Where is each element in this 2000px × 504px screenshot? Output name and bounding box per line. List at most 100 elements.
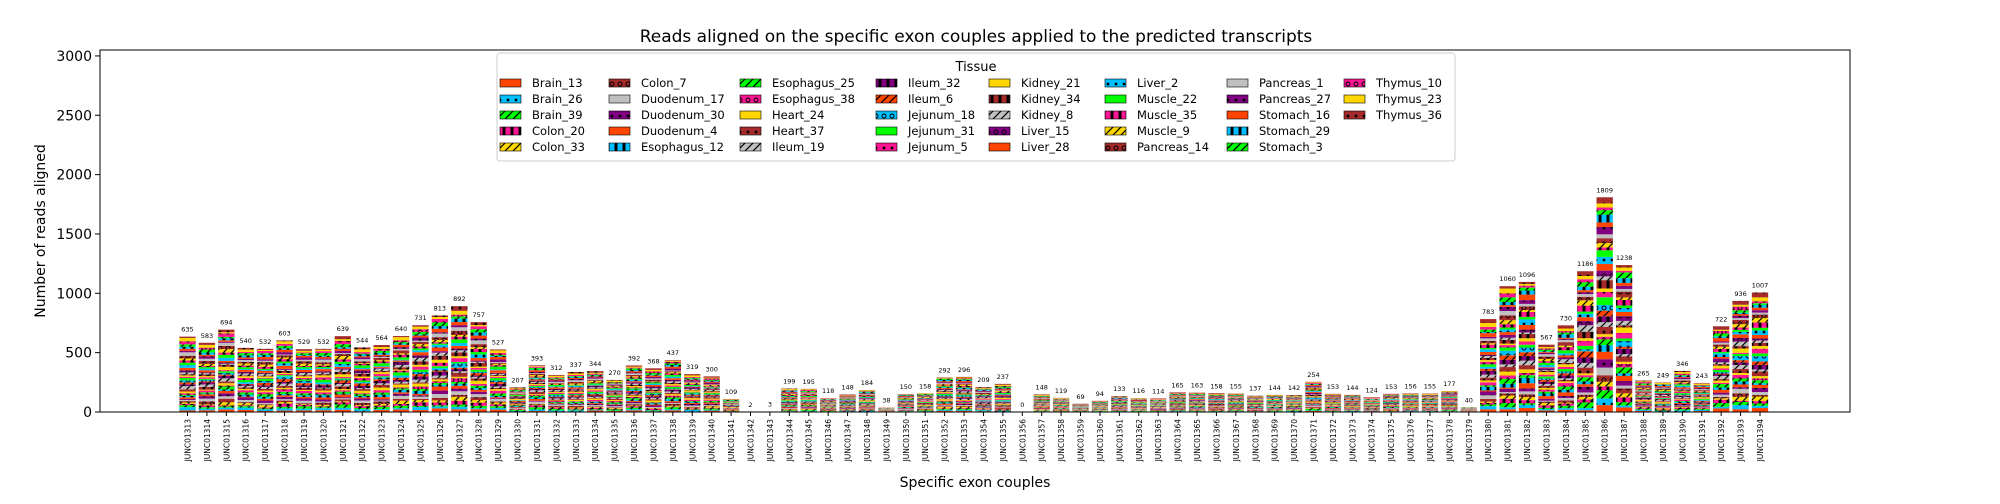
bar-segment-muscle-35 [199, 366, 215, 367]
bar-segment-pancreas-1 [1305, 387, 1321, 388]
bar-segment-ileum-32 [1558, 375, 1574, 378]
bar-segment-pancreas-14 [471, 344, 487, 347]
bar-segment-duodenum-4 [471, 390, 487, 392]
bar-segment-brain-39 [1713, 403, 1729, 407]
bar-segment-duodenum-4 [1053, 409, 1069, 410]
bar-segment-kidney-21 [393, 370, 409, 371]
bar-segment-pancreas-14 [1655, 389, 1671, 390]
bar-segment-ileum-19 [412, 380, 428, 383]
bar-segment-brain-26 [1499, 407, 1515, 409]
bar-segment-colon-20 [548, 407, 564, 408]
bar-segment-stomach-3 [1402, 395, 1418, 396]
bar-segment-heart-24 [704, 399, 720, 400]
bar-segment-jejunum-18 [975, 401, 991, 402]
bar-segment-heart-37 [626, 395, 642, 396]
bar-segment-pancreas-27 [1655, 387, 1671, 388]
bar-segment-esophagus-12 [1558, 390, 1574, 393]
total-label: 195 [803, 378, 815, 386]
bar-segment-kidney-34 [471, 363, 487, 367]
bar-stack-JUNC01333 [568, 372, 584, 412]
total-label: 199 [783, 377, 795, 385]
bar-segment-liver-15 [296, 372, 312, 373]
bar-segment-stomach-3 [276, 346, 292, 348]
bar-segment-jejunum-5 [354, 378, 370, 380]
bar-segment-thymus-36 [1325, 394, 1341, 395]
bar-segment-duodenum-30 [898, 409, 914, 410]
bar-segment-thymus-23 [1597, 203, 1613, 207]
bar-segment-thymus-23 [1732, 305, 1748, 307]
legend-swatch [876, 79, 897, 87]
bar-segment-jejunum-5 [1577, 341, 1593, 346]
bar-segment-brain-39 [704, 409, 720, 410]
bar-segment-stomach-16 [1441, 393, 1457, 394]
bar-segment-brain-26 [335, 408, 351, 410]
bar-segment-kidney-8 [412, 358, 428, 361]
bar-segment-thymus-10 [801, 390, 817, 391]
bar-segment-jejunum-5 [432, 363, 448, 366]
bar-segment-jejunum-31 [645, 393, 661, 394]
bar-segment-colon-33 [1480, 402, 1496, 403]
bar-segment-colon-33 [354, 405, 370, 406]
bar-segment-heart-24 [1325, 406, 1341, 407]
bar-segment-jejunum-31 [179, 378, 195, 380]
bar-segment-pancreas-1 [393, 349, 409, 351]
x-tick-label: JUNC01366 [1212, 419, 1221, 463]
bar-segment-pancreas-14 [296, 361, 312, 363]
bar-segment-pancreas-14 [781, 394, 797, 395]
bar-segment-kidney-8 [1732, 342, 1748, 346]
bar-segment-pancreas-27 [665, 369, 681, 371]
bar-segment-kidney-34 [1208, 401, 1224, 402]
bar-segment-jejunum-18 [568, 394, 584, 395]
bar-segment-duodenum-30 [490, 398, 506, 399]
bar-segment-colon-7 [1538, 402, 1554, 403]
bar-segment-jejunum-31 [1228, 402, 1244, 403]
bar-segment-heart-37 [1674, 398, 1690, 399]
bar-segment-duodenum-17 [1558, 398, 1574, 400]
bar-segment-ileum-32 [490, 384, 506, 387]
bar-segment-jejunum-18 [956, 395, 972, 396]
bar-segment-colon-20 [238, 405, 254, 406]
bar-segment-ileum-6 [1558, 373, 1574, 375]
bar-segment-liver-28 [1655, 393, 1671, 394]
bar-segment-kidney-21 [471, 367, 487, 368]
bar-segment-duodenum-30 [296, 398, 312, 400]
bar-segment-duodenum-17 [917, 408, 933, 409]
bar-segment-esophagus-25 [432, 383, 448, 385]
bar-segment-esophagus-25 [1131, 409, 1147, 410]
bar-segment-jejunum-31 [335, 378, 351, 379]
total-label: 124 [1366, 386, 1378, 394]
bar-segment-liver-28 [956, 389, 972, 390]
bar-segment-duodenum-17 [1732, 389, 1748, 394]
x-tick-label: JUNC01327 [455, 419, 464, 463]
bar-segment-duodenum-4 [451, 386, 467, 389]
bar-segment-ileum-6 [956, 397, 972, 398]
bar-segment-kidney-8 [1519, 332, 1535, 334]
bar-segment-liver-15 [373, 368, 389, 369]
bar-segment-brain-39 [1655, 411, 1671, 412]
bar-segment-pancreas-14 [606, 385, 622, 386]
bar-segment-heart-24 [801, 404, 817, 405]
bar-segment-duodenum-30 [315, 400, 331, 402]
bar-segment-kidney-21 [665, 384, 681, 385]
x-tick-label: JUNC01350 [902, 419, 911, 463]
bar-segment-stomach-29 [1713, 336, 1729, 338]
bar-segment-muscle-22 [684, 385, 700, 386]
legend-label: Duodenum_4 [641, 124, 717, 138]
bar-segment-duodenum-17 [432, 394, 448, 398]
bar-segment-duodenum-17 [218, 396, 234, 398]
bar-segment-kidney-8 [335, 370, 351, 372]
bar-segment-liver-28 [684, 387, 700, 388]
bar-segment-duodenum-17 [859, 408, 875, 409]
bar-segment-esophagus-38 [568, 401, 584, 402]
bar-segment-duodenum-17 [936, 405, 952, 406]
bar-segment-stomach-3 [626, 368, 642, 370]
bar-segment-pancreas-27 [1383, 396, 1399, 397]
bar-segment-brain-26 [1286, 411, 1302, 412]
bar-segment-stomach-29 [1519, 290, 1535, 294]
bar-segment-ileum-19 [276, 384, 292, 386]
chart-title: Reads aligned on the specific exon coupl… [640, 27, 1313, 47]
bar-segment-ileum-32 [1111, 406, 1127, 407]
bar-segment-stomach-29 [1169, 395, 1185, 396]
bar-segment-esophagus-25 [276, 392, 292, 394]
legend-label: Stomach_16 [1259, 108, 1330, 122]
